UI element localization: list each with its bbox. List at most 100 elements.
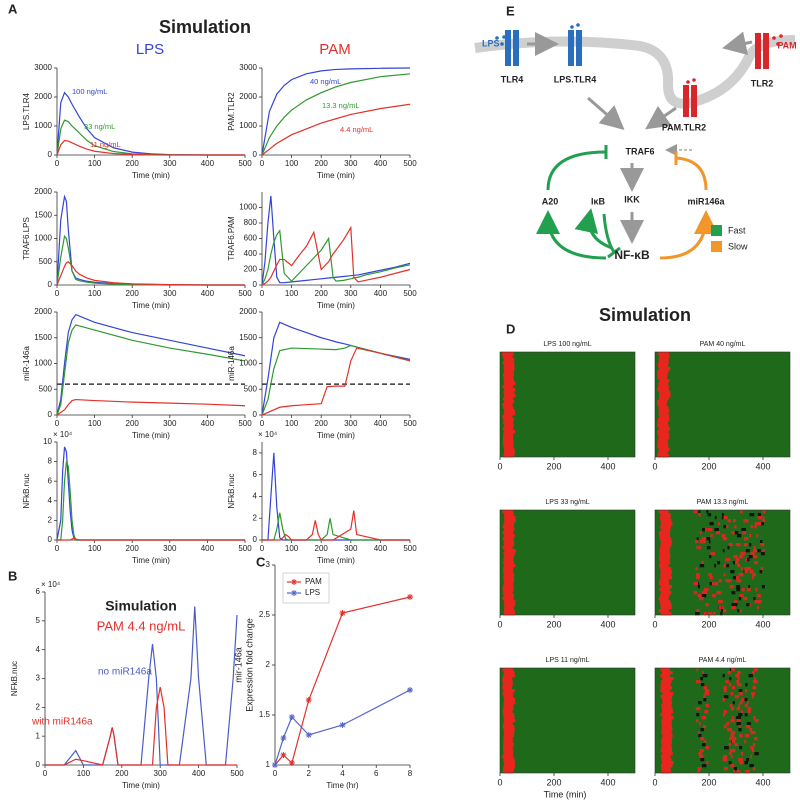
heatmap-cell bbox=[657, 445, 669, 449]
receptor bbox=[755, 33, 761, 69]
heatmap-cell bbox=[502, 531, 513, 535]
y-tick-label: 0 bbox=[48, 410, 53, 419]
heatmap-cell bbox=[731, 740, 736, 744]
heatmap-cell bbox=[754, 719, 759, 723]
heatmap-cell bbox=[736, 707, 741, 711]
legend-marker bbox=[291, 579, 297, 585]
heatmap-cell bbox=[659, 588, 670, 592]
heatmap-cell bbox=[701, 591, 706, 595]
heatmap-cell bbox=[658, 397, 669, 401]
heatmap-cell bbox=[701, 743, 706, 747]
heatmap-cell bbox=[740, 567, 743, 571]
activation-arrow bbox=[536, 210, 607, 260]
x-tick-label: 200 bbox=[126, 419, 140, 428]
heatmap-cell bbox=[730, 764, 734, 768]
heatmap-cell bbox=[503, 418, 514, 422]
heatmap-title: PAM 40 ng/mL bbox=[700, 341, 746, 348]
y-tick-label: 8 bbox=[253, 448, 258, 457]
ligand bbox=[772, 36, 776, 40]
heatmap-cell bbox=[502, 525, 514, 529]
heatmap-cell bbox=[744, 698, 748, 702]
heatmap-frame bbox=[654, 667, 791, 774]
heatmap-cell bbox=[502, 510, 514, 514]
marker bbox=[305, 732, 312, 738]
heatmap-cell bbox=[660, 764, 673, 768]
heatmap-cell bbox=[502, 692, 514, 696]
receptor bbox=[763, 33, 769, 69]
heatmap-cell bbox=[503, 728, 515, 732]
heatmap-cell bbox=[502, 385, 513, 389]
series-line bbox=[261, 344, 411, 416]
heatmap-cell bbox=[744, 770, 750, 774]
heatmap-cell bbox=[660, 561, 671, 565]
heatmap-cell bbox=[755, 588, 758, 592]
heatmap-cell bbox=[747, 701, 749, 705]
heatmap-cell bbox=[733, 770, 736, 774]
legend-swatch bbox=[711, 241, 722, 252]
heatmap-cell bbox=[724, 695, 729, 699]
heatmap-cell bbox=[752, 743, 756, 747]
marker bbox=[339, 610, 346, 616]
legend-label: PAM bbox=[305, 577, 322, 586]
heatmap-cell bbox=[502, 707, 514, 711]
heatmap-cell bbox=[658, 582, 669, 586]
heatmap-cell bbox=[701, 537, 707, 541]
x-tick-label: 100 bbox=[285, 544, 299, 553]
heatmap-cell bbox=[502, 588, 514, 592]
ligand bbox=[502, 35, 506, 39]
x-tick-label: 300 bbox=[344, 159, 358, 168]
y-tick-label: 4 bbox=[253, 492, 258, 501]
x-tick-label: 500 bbox=[403, 159, 417, 168]
y-axis-label: miR-146a bbox=[22, 346, 31, 381]
x-tick-label: 200 bbox=[315, 419, 329, 428]
series-line bbox=[261, 103, 411, 156]
series-line bbox=[56, 398, 246, 416]
y-tick-label: 3 bbox=[266, 560, 271, 569]
heatmap-cell bbox=[502, 686, 513, 690]
heatmap-cell bbox=[753, 546, 756, 550]
heatmap-cell bbox=[502, 668, 514, 672]
panel-title: Simulation bbox=[599, 305, 691, 325]
heatmap-cell bbox=[698, 722, 701, 726]
y-tick-label: 500 bbox=[39, 384, 53, 393]
heatmap-cell bbox=[660, 570, 673, 574]
heatmap-cell bbox=[754, 522, 759, 526]
heatmap-cell bbox=[735, 576, 739, 580]
heatmap-cell bbox=[660, 695, 673, 699]
heatmap-cell bbox=[502, 597, 514, 601]
heatmap-cell bbox=[743, 537, 749, 541]
heatmap-cell bbox=[503, 743, 514, 747]
heatmap-cell bbox=[703, 695, 706, 699]
heatmap-cell bbox=[696, 576, 700, 580]
heatmap-frame bbox=[654, 351, 791, 458]
y-tick-label: 3000 bbox=[239, 63, 257, 72]
x-tick-label: 400 bbox=[755, 461, 770, 471]
y-tick-label: 500 bbox=[244, 384, 258, 393]
arrow bbox=[587, 96, 625, 130]
heatmap-cell bbox=[702, 540, 706, 544]
heatmap-cell bbox=[744, 570, 748, 574]
heatmap-cell bbox=[736, 534, 742, 538]
heatmap-cell bbox=[709, 582, 714, 586]
x-tick-label: 300 bbox=[163, 419, 177, 428]
heatmap-cell bbox=[503, 594, 514, 598]
series-line bbox=[261, 195, 411, 286]
heatmap-cell bbox=[662, 752, 673, 756]
heatmap-cell bbox=[716, 531, 720, 535]
series-line bbox=[261, 225, 411, 286]
heatmap-title: PAM 13.3 ng/mL bbox=[697, 499, 749, 506]
heatmap-cell bbox=[503, 391, 515, 395]
line-chart: 0 500 1000 1500 2000 0 100 200 300 400 500 Time (mi… bbox=[22, 307, 252, 440]
heatmap-cell bbox=[738, 713, 743, 717]
heatmap-cell bbox=[708, 540, 711, 544]
series-line bbox=[261, 347, 411, 416]
x-tick-label: 400 bbox=[374, 159, 388, 168]
heatmap-cell bbox=[714, 516, 717, 520]
heatmap-cell bbox=[704, 692, 709, 696]
x-tick-label: 500 bbox=[238, 544, 252, 553]
heatmap-cell bbox=[732, 576, 737, 580]
heatmap-cell bbox=[661, 719, 672, 723]
heatmap-cell bbox=[503, 379, 515, 383]
heatmap-cell bbox=[660, 740, 672, 744]
heatmap-cell bbox=[709, 522, 714, 526]
